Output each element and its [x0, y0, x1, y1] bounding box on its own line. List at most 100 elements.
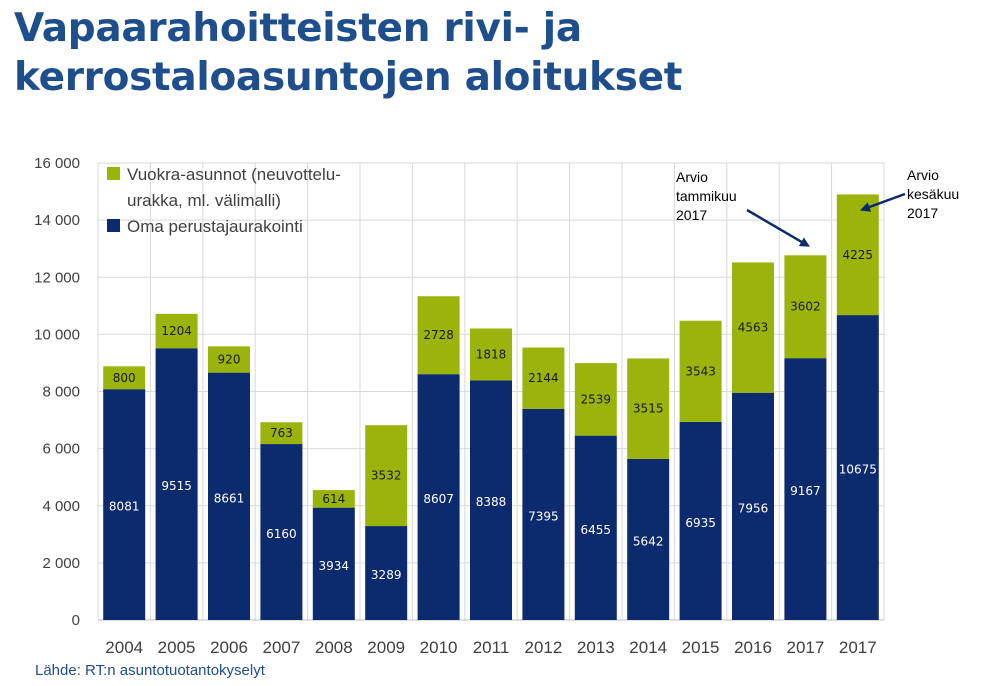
bar-oma-2014 — [627, 458, 670, 620]
y-tick-label: 14 000 — [34, 212, 80, 229]
data-label-vuokra-text: 3543 — [685, 364, 716, 378]
bar-oma-2004 — [103, 389, 146, 620]
annotation-text: 2017 — [676, 207, 707, 223]
x-tick-label: 2008 — [315, 638, 353, 657]
data-label-vuokra-text: 800 — [113, 371, 136, 385]
data-label-oma: 8661 — [214, 491, 245, 505]
annotation-text: Arvio — [907, 167, 939, 183]
data-label-oma: 5642 — [633, 534, 664, 548]
bar-oma-2012 — [522, 408, 565, 620]
x-tick-label: 2013 — [577, 638, 615, 657]
x-tick-label: 2006 — [210, 638, 248, 657]
bar-oma-2010 — [417, 374, 460, 620]
bar-vuokra-2009 — [365, 425, 408, 527]
data-label-vuokra-text: 2144 — [528, 371, 559, 385]
y-tick-label: 2 000 — [42, 555, 80, 572]
x-tick-label: 2017 — [786, 638, 824, 657]
data-label-oma: 6935 — [685, 516, 716, 530]
x-tick-label: 2004 — [105, 638, 143, 657]
data-label-vuokra-text: 2539 — [581, 392, 612, 406]
bar-oma-2016 — [732, 392, 774, 620]
data-label-oma: 3934 — [319, 559, 350, 573]
data-label-oma: 9515 — [161, 479, 192, 493]
x-tick-label: 2010 — [420, 638, 458, 657]
data-label-vuokra-text: 763 — [270, 426, 293, 440]
bar-oma-2011 — [470, 380, 512, 620]
y-tick-label: 16 000 — [34, 155, 80, 172]
legend-swatch-oma — [107, 219, 120, 232]
bar-oma-2007 — [260, 444, 303, 620]
data-label-oma: 3289 — [371, 568, 402, 582]
bar-vuokra-2014 — [627, 358, 670, 459]
annotation-text: kesäkuu — [907, 186, 959, 202]
bar-oma-2013 — [574, 435, 617, 620]
y-tick-label: 12 000 — [34, 269, 80, 286]
bar-vuokra-2017 — [836, 194, 879, 316]
bar-oma-2015 — [679, 421, 722, 620]
data-label-vuokra: 920 — [218, 352, 241, 366]
annotation-text: Arvio — [676, 169, 708, 185]
data-label-vuokra: 800 — [113, 371, 136, 385]
x-tick-label: 2016 — [734, 638, 772, 657]
data-label-vuokra: 2539 — [581, 392, 612, 406]
data-label-vuokra: 763 — [270, 426, 293, 440]
data-label-vuokra-text: 4563 — [738, 321, 769, 335]
bar-vuokra-2017 — [784, 255, 827, 359]
x-tick-label: 2005 — [158, 638, 196, 657]
y-tick-label: 0 — [72, 612, 80, 629]
legend-label-vuokra: Vuokra-asunnot (neuvottelu- — [127, 165, 341, 184]
data-label-oma: 10675 — [839, 463, 877, 477]
data-label-vuokra-text: 614 — [322, 492, 345, 506]
x-tick-label: 2014 — [629, 638, 667, 657]
source-note: Lähde: RT:n asuntotuotantokyselyt — [35, 662, 265, 679]
bar-oma-2008 — [312, 507, 355, 620]
x-tick-label: 2012 — [524, 638, 562, 657]
data-label-oma: 6455 — [581, 523, 612, 537]
data-label-oma: 6160 — [266, 527, 297, 541]
chart-title: Vapaarahoitteisten rivi- ja kerrostaloas… — [14, 6, 683, 100]
bar-vuokra-2004 — [103, 366, 146, 390]
bar-oma-2017 — [784, 358, 827, 620]
bar-vuokra-2008 — [312, 490, 355, 508]
data-label-vuokra-text: 3515 — [633, 402, 664, 416]
bar-oma-2017 — [836, 315, 879, 620]
data-label-vuokra-text: 2728 — [423, 328, 454, 342]
bar-vuokra-2015 — [679, 320, 722, 422]
data-label-vuokra: 2144 — [528, 371, 559, 385]
bar-vuokra-2010 — [417, 296, 460, 375]
x-tick-label: 2011 — [473, 638, 510, 657]
data-label-oma: 8388 — [476, 495, 507, 509]
data-label-vuokra: 4563 — [738, 321, 769, 335]
bar-vuokra-2005 — [155, 313, 198, 349]
data-label-vuokra: 3532 — [371, 469, 402, 483]
x-tick-label: 2015 — [682, 638, 720, 657]
bar-vuokra-2013 — [574, 363, 617, 436]
x-tick-label: 2009 — [367, 638, 405, 657]
data-label-vuokra-text: 3532 — [371, 469, 402, 483]
data-label-oma: 8607 — [423, 492, 454, 506]
data-label-oma: 7395 — [528, 509, 559, 523]
x-tick-label: 2017 — [839, 638, 877, 657]
legend-swatch-vuokra — [107, 167, 120, 180]
y-tick-label: 6 000 — [42, 441, 80, 458]
annotation-text: 2017 — [907, 205, 938, 221]
annotation-text: tammikuu — [676, 188, 737, 204]
bar-oma-2006 — [208, 372, 250, 620]
bar-vuokra-2007 — [260, 422, 303, 445]
annotation-arrow — [859, 192, 906, 212]
y-tick-label: 4 000 — [42, 498, 80, 515]
data-label-vuokra: 614 — [322, 492, 345, 506]
data-label-vuokra-text: 920 — [218, 352, 241, 366]
data-label-vuokra: 3543 — [685, 364, 716, 378]
data-label-vuokra-text: 4225 — [843, 248, 874, 262]
data-label-vuokra: 1204 — [161, 324, 192, 338]
legend-label-vuokra: urakka, ml. välimalli) — [127, 191, 281, 210]
data-label-vuokra: 4225 — [843, 248, 874, 262]
data-label-vuokra-text: 1204 — [161, 324, 192, 338]
legend-label-oma: Oma perustajaurakointi — [127, 217, 303, 236]
data-label-vuokra: 3515 — [633, 402, 664, 416]
bar-oma-2009 — [365, 526, 408, 620]
annotation-arrow — [746, 208, 810, 247]
data-label-oma: 9167 — [790, 484, 821, 498]
